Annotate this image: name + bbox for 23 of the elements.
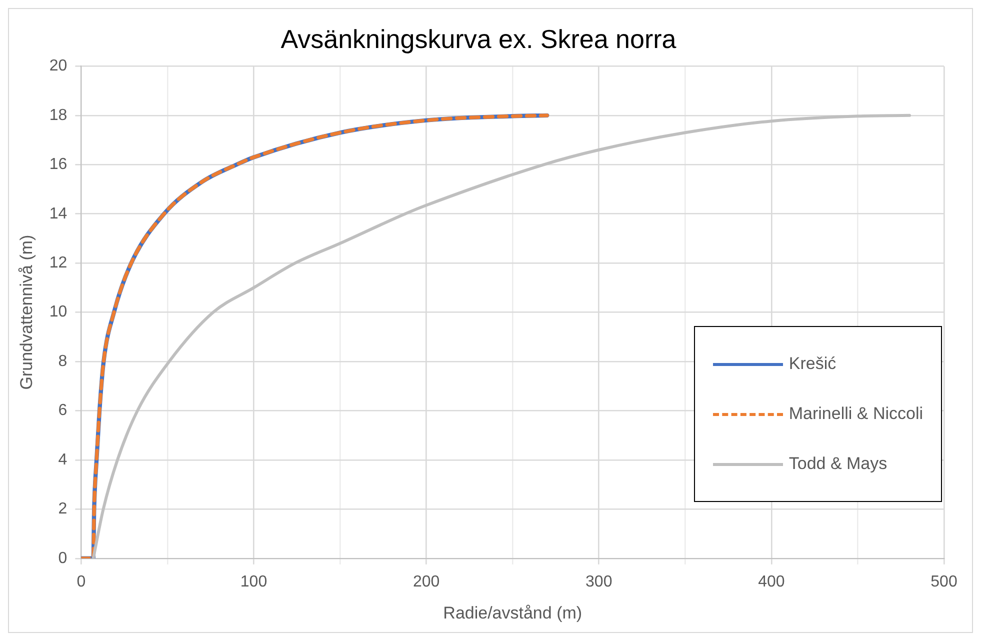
y-tick-label: 20 <box>49 58 68 75</box>
y-tick-label: 14 <box>49 205 68 222</box>
y-tick-label: 16 <box>49 156 68 174</box>
y-tick-label: 10 <box>49 304 68 321</box>
y-tick-label: 8 <box>58 352 68 370</box>
y-tick-label: 18 <box>49 106 68 124</box>
y-tick-label: 4 <box>58 451 68 468</box>
legend-label: Krešić <box>788 354 836 374</box>
chart-title: Avsänkningskurva ex. Skrea norra <box>280 24 677 54</box>
y-tick-label: 12 <box>49 254 68 272</box>
legend-label: Marinelli & Niccoli <box>788 404 923 424</box>
legend-label: Todd & Mays <box>788 454 888 474</box>
x-tick-label: 300 <box>586 573 612 590</box>
x-tick-label: 500 <box>930 573 958 590</box>
x-tick-label: 0 <box>76 573 86 590</box>
y-axis-title: Grundvattennivå (m) <box>16 234 36 390</box>
x-tick-label: 100 <box>240 573 268 590</box>
y-tick-label: 6 <box>58 402 68 420</box>
x-tick-label: 400 <box>758 573 785 590</box>
y-tick-label: 0 <box>58 550 68 567</box>
y-tick-label: 2 <box>58 500 68 518</box>
x-tick-label: 200 <box>412 573 440 590</box>
x-axis-title: Radie/avstånd (m) <box>443 603 582 622</box>
